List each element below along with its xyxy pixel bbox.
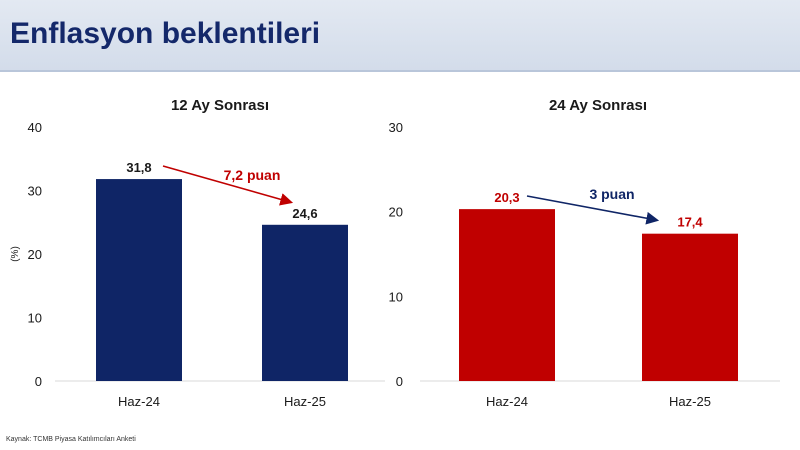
bar-haz-24 <box>96 179 182 381</box>
page-title: Enflasyon beklentileri <box>10 17 321 50</box>
bar-haz-24 <box>459 209 555 381</box>
y-tick-label: 20 <box>28 247 42 262</box>
source-note: Kaynak: TCMB Piyasa Katılımcıları Anketi <box>6 436 136 443</box>
change-arrow <box>526 195 660 225</box>
change-annotation: 7,2 puan <box>224 167 281 183</box>
bar-haz-25 <box>642 233 738 381</box>
y-tick-label: 0 <box>35 374 42 389</box>
y-tick-label: 30 <box>28 184 42 199</box>
y-tick-label: 10 <box>28 311 42 326</box>
chart-title: 12 Ay Sonrası <box>171 97 269 114</box>
bars: 31,8 Haz-24 24,6 Haz-25 <box>96 160 348 409</box>
y-axis-label: (%) <box>10 246 21 262</box>
change-arrow <box>162 165 294 206</box>
change-annotation: 3 puan <box>589 186 634 202</box>
category-label: Haz-25 <box>284 394 326 409</box>
chart-12-ay: 12 Ay Sonrası (%) 0 10 20 30 40 31,8 Haz-24 24… <box>10 97 385 409</box>
y-tick-label: 40 <box>28 120 42 135</box>
y-tick-label: 0 <box>396 374 403 389</box>
value-label: 17,4 <box>677 215 703 230</box>
header-banner: Enflasyon beklentileri <box>0 0 800 72</box>
category-label: Haz-25 <box>669 394 711 409</box>
chart-24-ay: 24 Ay Sonrası 0 10 20 30 20,3 Haz-24 17,4 Haz-… <box>389 97 780 409</box>
chart-title: 24 Ay Sonrası <box>549 97 647 114</box>
value-label: 24,6 <box>292 206 317 221</box>
y-tick-label: 30 <box>389 120 403 135</box>
y-ticks: 0 10 20 30 <box>389 120 403 389</box>
value-label: 20,3 <box>494 190 519 205</box>
y-tick-label: 20 <box>389 205 403 220</box>
category-label: Haz-24 <box>486 394 528 409</box>
value-label: 31,8 <box>126 160 151 175</box>
bars: 20,3 Haz-24 17,4 Haz-25 <box>459 190 738 409</box>
y-ticks: 0 10 20 30 40 <box>28 120 42 389</box>
y-tick-label: 10 <box>389 289 403 304</box>
category-label: Haz-24 <box>118 394 160 409</box>
bar-haz-25 <box>262 224 348 381</box>
